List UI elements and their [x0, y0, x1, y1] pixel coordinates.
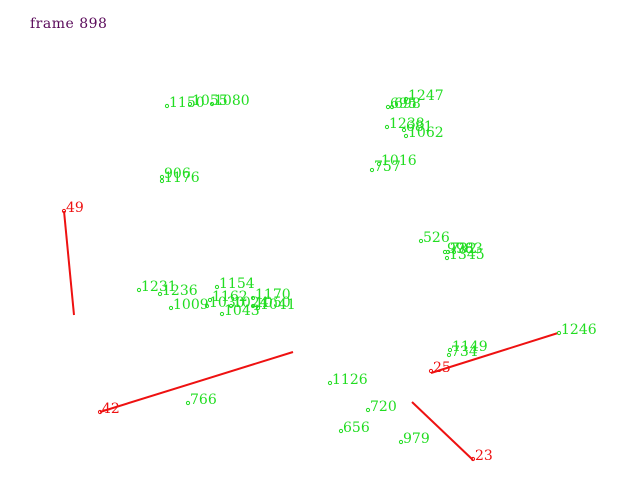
track-point-label-25: 25: [433, 360, 451, 376]
feature-point-marker-983: [451, 249, 457, 255]
feature-point-label-1030: 1030: [209, 295, 245, 311]
feature-point-label-1231: 1231: [141, 279, 177, 295]
track-point-label-49: 49: [66, 200, 84, 216]
feature-point-marker-1030: [204, 303, 210, 309]
feature-point-label-1016: 1016: [381, 153, 417, 169]
feature-point-label-983: 983: [456, 241, 483, 257]
feature-point-label-979: 979: [403, 431, 430, 447]
feature-point-marker-766: [185, 400, 191, 406]
feature-point-marker-1050: [250, 303, 256, 309]
feature-point-marker-1162: [207, 297, 213, 303]
feature-point-label-695: 695: [390, 96, 417, 112]
feature-point-marker-734: [446, 352, 452, 358]
feature-point-marker-1246: [556, 330, 562, 336]
feature-point-marker-656: [338, 428, 344, 434]
feature-point-marker-1170: [250, 295, 256, 301]
feature-point-marker-1024: [228, 303, 234, 309]
feature-point-marker-732: [445, 249, 451, 255]
track-point-marker-23: [470, 456, 476, 462]
feature-point-marker-526: [418, 238, 424, 244]
feature-point-label-734: 734: [451, 344, 478, 360]
feature-point-marker-1062: [403, 133, 409, 139]
feature-point-label-681: 681: [406, 119, 433, 135]
frame-counter-label: frame 898: [30, 16, 108, 32]
feature-point-marker-757: [369, 167, 375, 173]
feature-point-marker-1238: [384, 124, 390, 130]
feature-point-label-656: 656: [343, 420, 370, 436]
feature-point-label-1162: 1162: [212, 289, 248, 305]
feature-point-marker-698: [389, 104, 395, 110]
feature-point-marker-681: [401, 127, 407, 133]
feature-point-marker-1150: [164, 103, 170, 109]
feature-point-label-1126: 1126: [332, 372, 368, 388]
feature-point-label-1050: 1050: [255, 295, 291, 311]
feature-point-marker-1043: [219, 311, 225, 317]
feature-point-label-1149: 1149: [452, 339, 488, 355]
track-point-label-42: 42: [102, 401, 120, 417]
feature-point-marker-695: [385, 104, 391, 110]
feature-point-label-1062: 1062: [408, 125, 444, 141]
feature-point-marker-1126: [327, 380, 333, 386]
feature-point-marker-1041: [255, 305, 261, 311]
feature-point-marker-1247: [403, 96, 409, 102]
feature-point-label-1246: 1246: [561, 322, 597, 338]
feature-point-marker-1231: [136, 287, 142, 293]
track-segment-1: [99, 351, 294, 413]
feature-point-label-1080: 1080: [214, 93, 250, 109]
track-point-marker-49: [61, 208, 67, 214]
feature-point-label-1150: 1150: [169, 95, 205, 111]
track-segment-0: [63, 210, 75, 316]
feature-point-label-1345: 1345: [449, 247, 485, 263]
feature-point-marker-1176: [159, 178, 165, 184]
feature-point-marker-1080: [209, 101, 215, 107]
feature-point-marker-1149: [447, 347, 453, 353]
feature-point-label-1170: 1170: [255, 287, 291, 303]
feature-point-label-1238: 1238: [389, 116, 425, 132]
feature-point-label-1041: 1041: [260, 297, 296, 313]
feature-point-label-1043: 1043: [224, 303, 260, 319]
feature-point-marker-720: [365, 407, 371, 413]
feature-point-label-1236: 1236: [162, 283, 198, 299]
feature-point-label-1055: 1055: [192, 93, 228, 109]
feature-point-label-1176: 1176: [164, 170, 200, 186]
feature-point-label-526: 526: [423, 230, 450, 246]
feature-point-marker-1009: [168, 305, 174, 311]
feature-point-label-757: 757: [374, 159, 401, 175]
feature-point-marker-1154: [214, 284, 220, 290]
track-segment-2: [430, 332, 559, 374]
feature-point-marker-1016: [376, 161, 382, 167]
feature-point-label-976: 976: [447, 241, 474, 257]
track-point-marker-25: [428, 368, 434, 374]
feature-point-label-720: 720: [370, 399, 397, 415]
feature-point-label-732: 732: [450, 241, 477, 257]
feature-point-label-1009: 1009: [173, 297, 209, 313]
feature-point-label-1154: 1154: [219, 276, 255, 292]
feature-point-marker-1055: [187, 101, 193, 107]
feature-point-marker-979: [398, 439, 404, 445]
feature-point-marker-1345: [444, 255, 450, 261]
track-segment-3: [411, 401, 474, 461]
feature-point-label-698: 698: [394, 96, 421, 112]
feature-point-label-906: 906: [164, 166, 191, 182]
feature-point-label-1247: 1247: [408, 88, 444, 104]
track-point-marker-42: [97, 409, 103, 415]
feature-point-label-766: 766: [190, 392, 217, 408]
feature-point-marker-1236: [157, 291, 163, 297]
track-point-label-23: 23: [475, 448, 493, 464]
feature-point-marker-906: [159, 174, 165, 180]
